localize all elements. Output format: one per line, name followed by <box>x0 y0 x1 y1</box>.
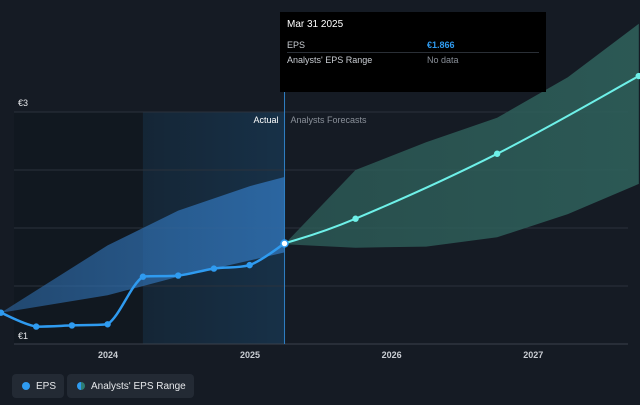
legend-eps-button[interactable]: EPS <box>12 374 65 398</box>
forecast-range-area <box>284 23 639 248</box>
eps-point <box>175 272 182 279</box>
eps-point <box>210 265 218 272</box>
forecast-point <box>635 72 640 80</box>
eps-point <box>139 273 147 280</box>
forecast-line <box>284 75 640 245</box>
tooltip-row-range: Analysts' EPS Range No data <box>287 53 539 67</box>
legend-eps-label: EPS <box>36 380 57 392</box>
x-tick-label: 2027 <box>523 350 543 360</box>
forecast-point <box>493 150 501 157</box>
eps-point <box>0 309 5 316</box>
actual-section-label: Actual <box>254 115 279 125</box>
y-tick-label: €1 <box>18 331 28 341</box>
actual-range-area <box>0 177 285 313</box>
x-tick-label: 2025 <box>240 350 260 360</box>
tooltip-eps-label: EPS <box>287 40 306 50</box>
tooltip-row-eps: EPS €1.866 <box>287 38 539 53</box>
forecast-point <box>352 215 359 222</box>
hover-tooltip: Mar 31 2025 EPS €1.866 Analysts' EPS Ran… <box>280 12 546 92</box>
eps-dot-icon <box>22 382 30 390</box>
tooltip-range-value: No data <box>427 55 459 65</box>
range-dot-icon <box>77 382 85 390</box>
y-tick-label: €3 <box>18 98 28 108</box>
tooltip-range-label: Analysts' EPS Range <box>287 55 373 65</box>
eps-point <box>33 323 40 330</box>
legend-range-button[interactable]: Analysts' EPS Range <box>67 374 194 398</box>
x-tick-label: 2024 <box>98 350 118 360</box>
eps-point <box>104 321 111 328</box>
legend-range-label: Analysts' EPS Range <box>91 380 186 392</box>
tooltip-eps-value: €1.866 <box>427 40 455 50</box>
forecast-section-label: Analysts Forecasts <box>291 115 368 125</box>
tooltip-date: Mar 31 2025 <box>287 19 344 30</box>
eps-point <box>246 261 253 269</box>
eps-point <box>68 322 76 329</box>
eps-point-current <box>280 239 289 248</box>
x-tick-label: 2026 <box>382 350 402 360</box>
